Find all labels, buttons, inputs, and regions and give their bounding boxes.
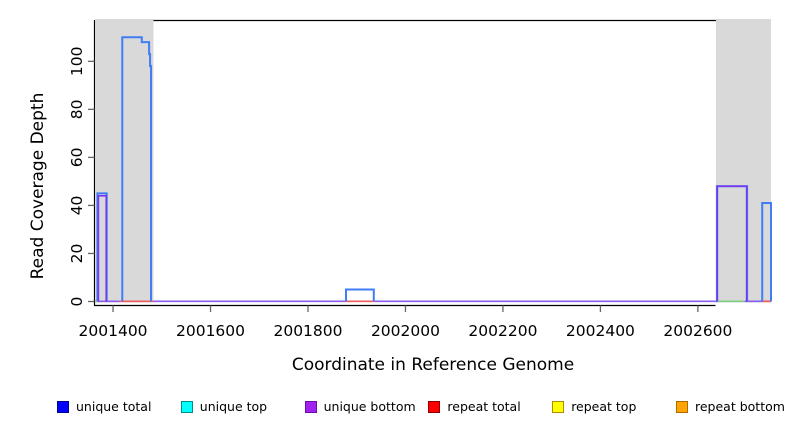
legend-label: unique top (199, 399, 268, 414)
legend-label: repeat bottom (695, 399, 785, 414)
y-tick-label: 80 (68, 99, 86, 119)
y-tick-label: 60 (68, 148, 86, 168)
legend-swatch-icon (676, 400, 688, 413)
series-unique-bottom (97, 185, 748, 302)
legend-item-repeat-top: repeat top (552, 399, 636, 414)
x-tick-label: 2001400 (79, 322, 148, 340)
x-tick-label: 2001600 (176, 322, 245, 340)
x-tick-label: 2002200 (468, 322, 537, 340)
shaded-region-left (95, 19, 154, 303)
series-unique-total (96, 36, 772, 302)
legend-item-unique-top: unique top (180, 399, 268, 414)
legend-label: repeat top (571, 399, 637, 414)
legend-label: repeat total (447, 399, 521, 414)
legend-item-unique-bottom: unique bottom (304, 399, 416, 414)
coverage-plot-canvas: 2001400 2001600 2001800 2002000 2002200 20024… (68, 19, 772, 340)
y-axis-label: Read Coverage Depth (28, 92, 48, 280)
legend-swatch-icon (57, 400, 69, 413)
legend: unique total unique top unique bottom repea… (0, 399, 792, 425)
legend-swatch-icon (428, 400, 441, 413)
legend-swatch-icon (552, 400, 565, 413)
legend-swatch-icon (180, 400, 193, 413)
x-tick-label: 2002400 (566, 322, 635, 340)
legend-item-repeat-total: repeat total (428, 399, 521, 414)
x-axis-label: Coordinate in Reference Genome (291, 355, 575, 375)
x-tick-label: 2002000 (371, 322, 440, 340)
y-tick-label: 0 (68, 297, 86, 307)
y-tick-label: 20 (68, 244, 86, 264)
x-tick-label: 2002600 (663, 322, 732, 340)
y-tick-label: 40 (68, 196, 86, 216)
x-tick-label: 2001800 (273, 322, 342, 340)
legend-item-repeat-bottom: repeat bottom (676, 399, 785, 414)
y-tick-label: 100 (68, 47, 86, 77)
legend-label: unique total (76, 399, 152, 414)
legend-item-unique-total: unique total (57, 399, 151, 414)
legend-swatch-icon (304, 400, 317, 413)
legend-label: unique bottom (323, 399, 416, 414)
